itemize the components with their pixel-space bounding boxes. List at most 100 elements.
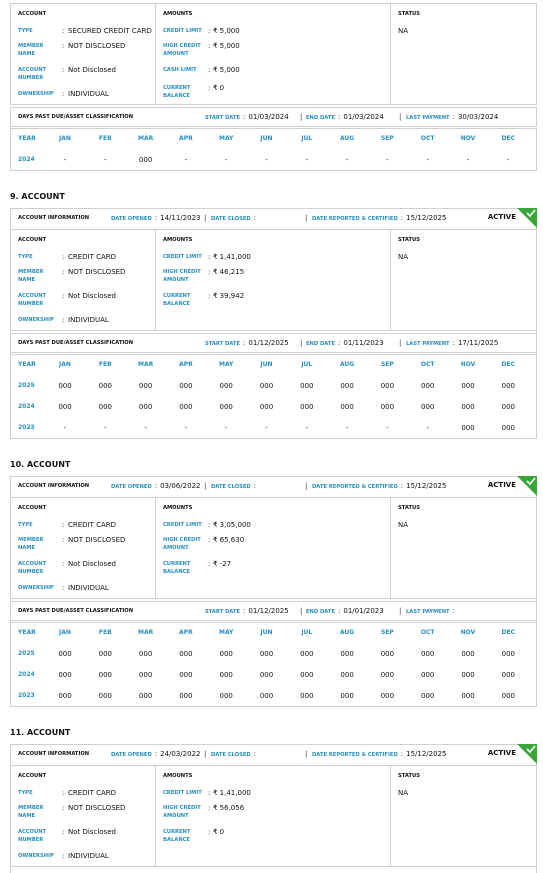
amount-label: CREDIT LIMIT xyxy=(163,28,202,34)
dpd-value: 000 xyxy=(179,403,193,411)
section-heading: ACCOUNT xyxy=(18,237,47,243)
colon: : xyxy=(62,90,65,98)
dpd-value: 000 xyxy=(98,671,112,679)
field-label: MEMBER NAME xyxy=(18,537,44,551)
month-header: JUN xyxy=(260,361,273,368)
colon: : xyxy=(243,339,246,347)
account-box xyxy=(10,497,537,599)
field-label: TYPE xyxy=(18,790,33,796)
dpd-table xyxy=(10,354,537,439)
year-header: YEAR xyxy=(18,361,36,368)
section-heading: AMOUNTS xyxy=(163,773,193,779)
dpd-value: 000 xyxy=(461,671,475,679)
dpd-value: 000 xyxy=(219,692,233,700)
value: 30/03/2024 xyxy=(457,113,499,121)
last-payment: LAST PAYMENT:30/03/2024 xyxy=(406,113,498,122)
dpd-value: - xyxy=(426,424,429,432)
colon: : xyxy=(62,560,65,568)
status-value: NA xyxy=(398,789,409,797)
value: 01/01/2023 xyxy=(343,607,384,615)
colon: : xyxy=(62,66,65,74)
month-header: AUG xyxy=(339,629,355,636)
colon: : xyxy=(208,789,211,797)
section-heading: AMOUNTS xyxy=(163,11,193,17)
colon: : xyxy=(62,268,65,276)
amount-value: ₹ 46,215 xyxy=(213,268,245,276)
dpd-value: - xyxy=(507,156,510,164)
dpd-value: - xyxy=(144,424,147,432)
label: DATE CLOSED xyxy=(211,484,251,490)
separator: | xyxy=(204,482,207,490)
section-heading: AMOUNTS xyxy=(163,505,193,511)
amount-label: CREDIT LIMIT xyxy=(163,522,202,528)
start-date: START DATE:01/03/2024 xyxy=(205,113,289,122)
dpd-value: 000 xyxy=(219,671,233,679)
field-value: Not Disclosed xyxy=(68,66,116,74)
month-header: APR xyxy=(179,629,193,636)
colon: : xyxy=(62,828,65,836)
value: 03/06/2022 xyxy=(160,482,201,490)
dpd-value: 000 xyxy=(461,424,475,432)
dpd-value: - xyxy=(184,156,188,164)
status-badge: ACTIVE xyxy=(487,749,516,757)
amount-value: ₹ 0 xyxy=(213,828,225,836)
dpd-value: - xyxy=(63,424,67,432)
colon: : xyxy=(208,828,211,836)
dpd-value: - xyxy=(305,424,309,432)
field-value: NOT DISCLOSED xyxy=(68,536,126,544)
label: END DATE xyxy=(306,341,335,347)
label: END DATE xyxy=(306,609,335,615)
separator: | xyxy=(305,482,308,490)
divider xyxy=(155,765,156,867)
dpd-value: 000 xyxy=(461,382,475,390)
field-label: ACCOUNT NUMBER xyxy=(18,829,47,843)
section-heading: STATUS xyxy=(398,505,420,511)
month-header: MAY xyxy=(218,361,234,368)
check xyxy=(526,745,536,754)
value: 15/12/2025 xyxy=(406,482,447,490)
label: DATE REPORTED & CERTIFIED xyxy=(312,216,398,222)
dpd-value: 000 xyxy=(300,650,314,658)
dpd-value: 000 xyxy=(259,382,274,390)
colon: : xyxy=(338,113,341,121)
dpd-value: 000 xyxy=(138,382,153,390)
dpd-value: 000 xyxy=(259,692,274,700)
dpd-value: 000 xyxy=(98,650,112,658)
dpd-value: 000 xyxy=(300,382,314,390)
dpd-value: 000 xyxy=(501,650,515,658)
label: DATE CLOSED xyxy=(211,216,251,222)
status-badge: ACTIVE xyxy=(487,213,516,221)
field-label: ACCOUNT NUMBER xyxy=(18,561,47,575)
dpd-value: - xyxy=(104,424,107,432)
field-label: OWNERSHIP xyxy=(18,585,54,591)
dpd-value: 000 xyxy=(421,692,435,700)
month-header: FEB xyxy=(98,361,112,368)
field-value: CREDIT CARD xyxy=(68,789,117,797)
colon: : xyxy=(253,482,257,490)
amount-value: ₹ 65,630 xyxy=(213,536,245,544)
active-corner xyxy=(517,476,537,496)
colon: : xyxy=(62,536,65,544)
month-header: AUG xyxy=(339,361,355,368)
year: 2023 xyxy=(18,692,35,699)
colon: : xyxy=(154,750,158,758)
month-header: NOV xyxy=(460,629,476,636)
dpd-value: 000 xyxy=(138,156,153,164)
dpd-value: 000 xyxy=(58,403,72,411)
colon: : xyxy=(208,253,211,261)
value: 01/11/2023 xyxy=(343,339,384,347)
dpd-value: 000 xyxy=(179,382,193,390)
amount-value: ₹ 5,000 xyxy=(213,66,240,74)
colon: : xyxy=(253,214,257,222)
month-header: DEC xyxy=(501,629,516,636)
check xyxy=(526,209,536,218)
amount-value: ₹ 39,942 xyxy=(213,292,245,300)
month-header: AUG xyxy=(339,135,355,142)
year: 2025 xyxy=(18,650,35,657)
field-label: MEMBER NAME xyxy=(18,805,44,819)
dpd-value: 000 xyxy=(98,382,112,390)
separator: | xyxy=(399,339,402,347)
amount-label: CASH LIMIT xyxy=(163,67,197,73)
dpd-value: 000 xyxy=(58,671,72,679)
